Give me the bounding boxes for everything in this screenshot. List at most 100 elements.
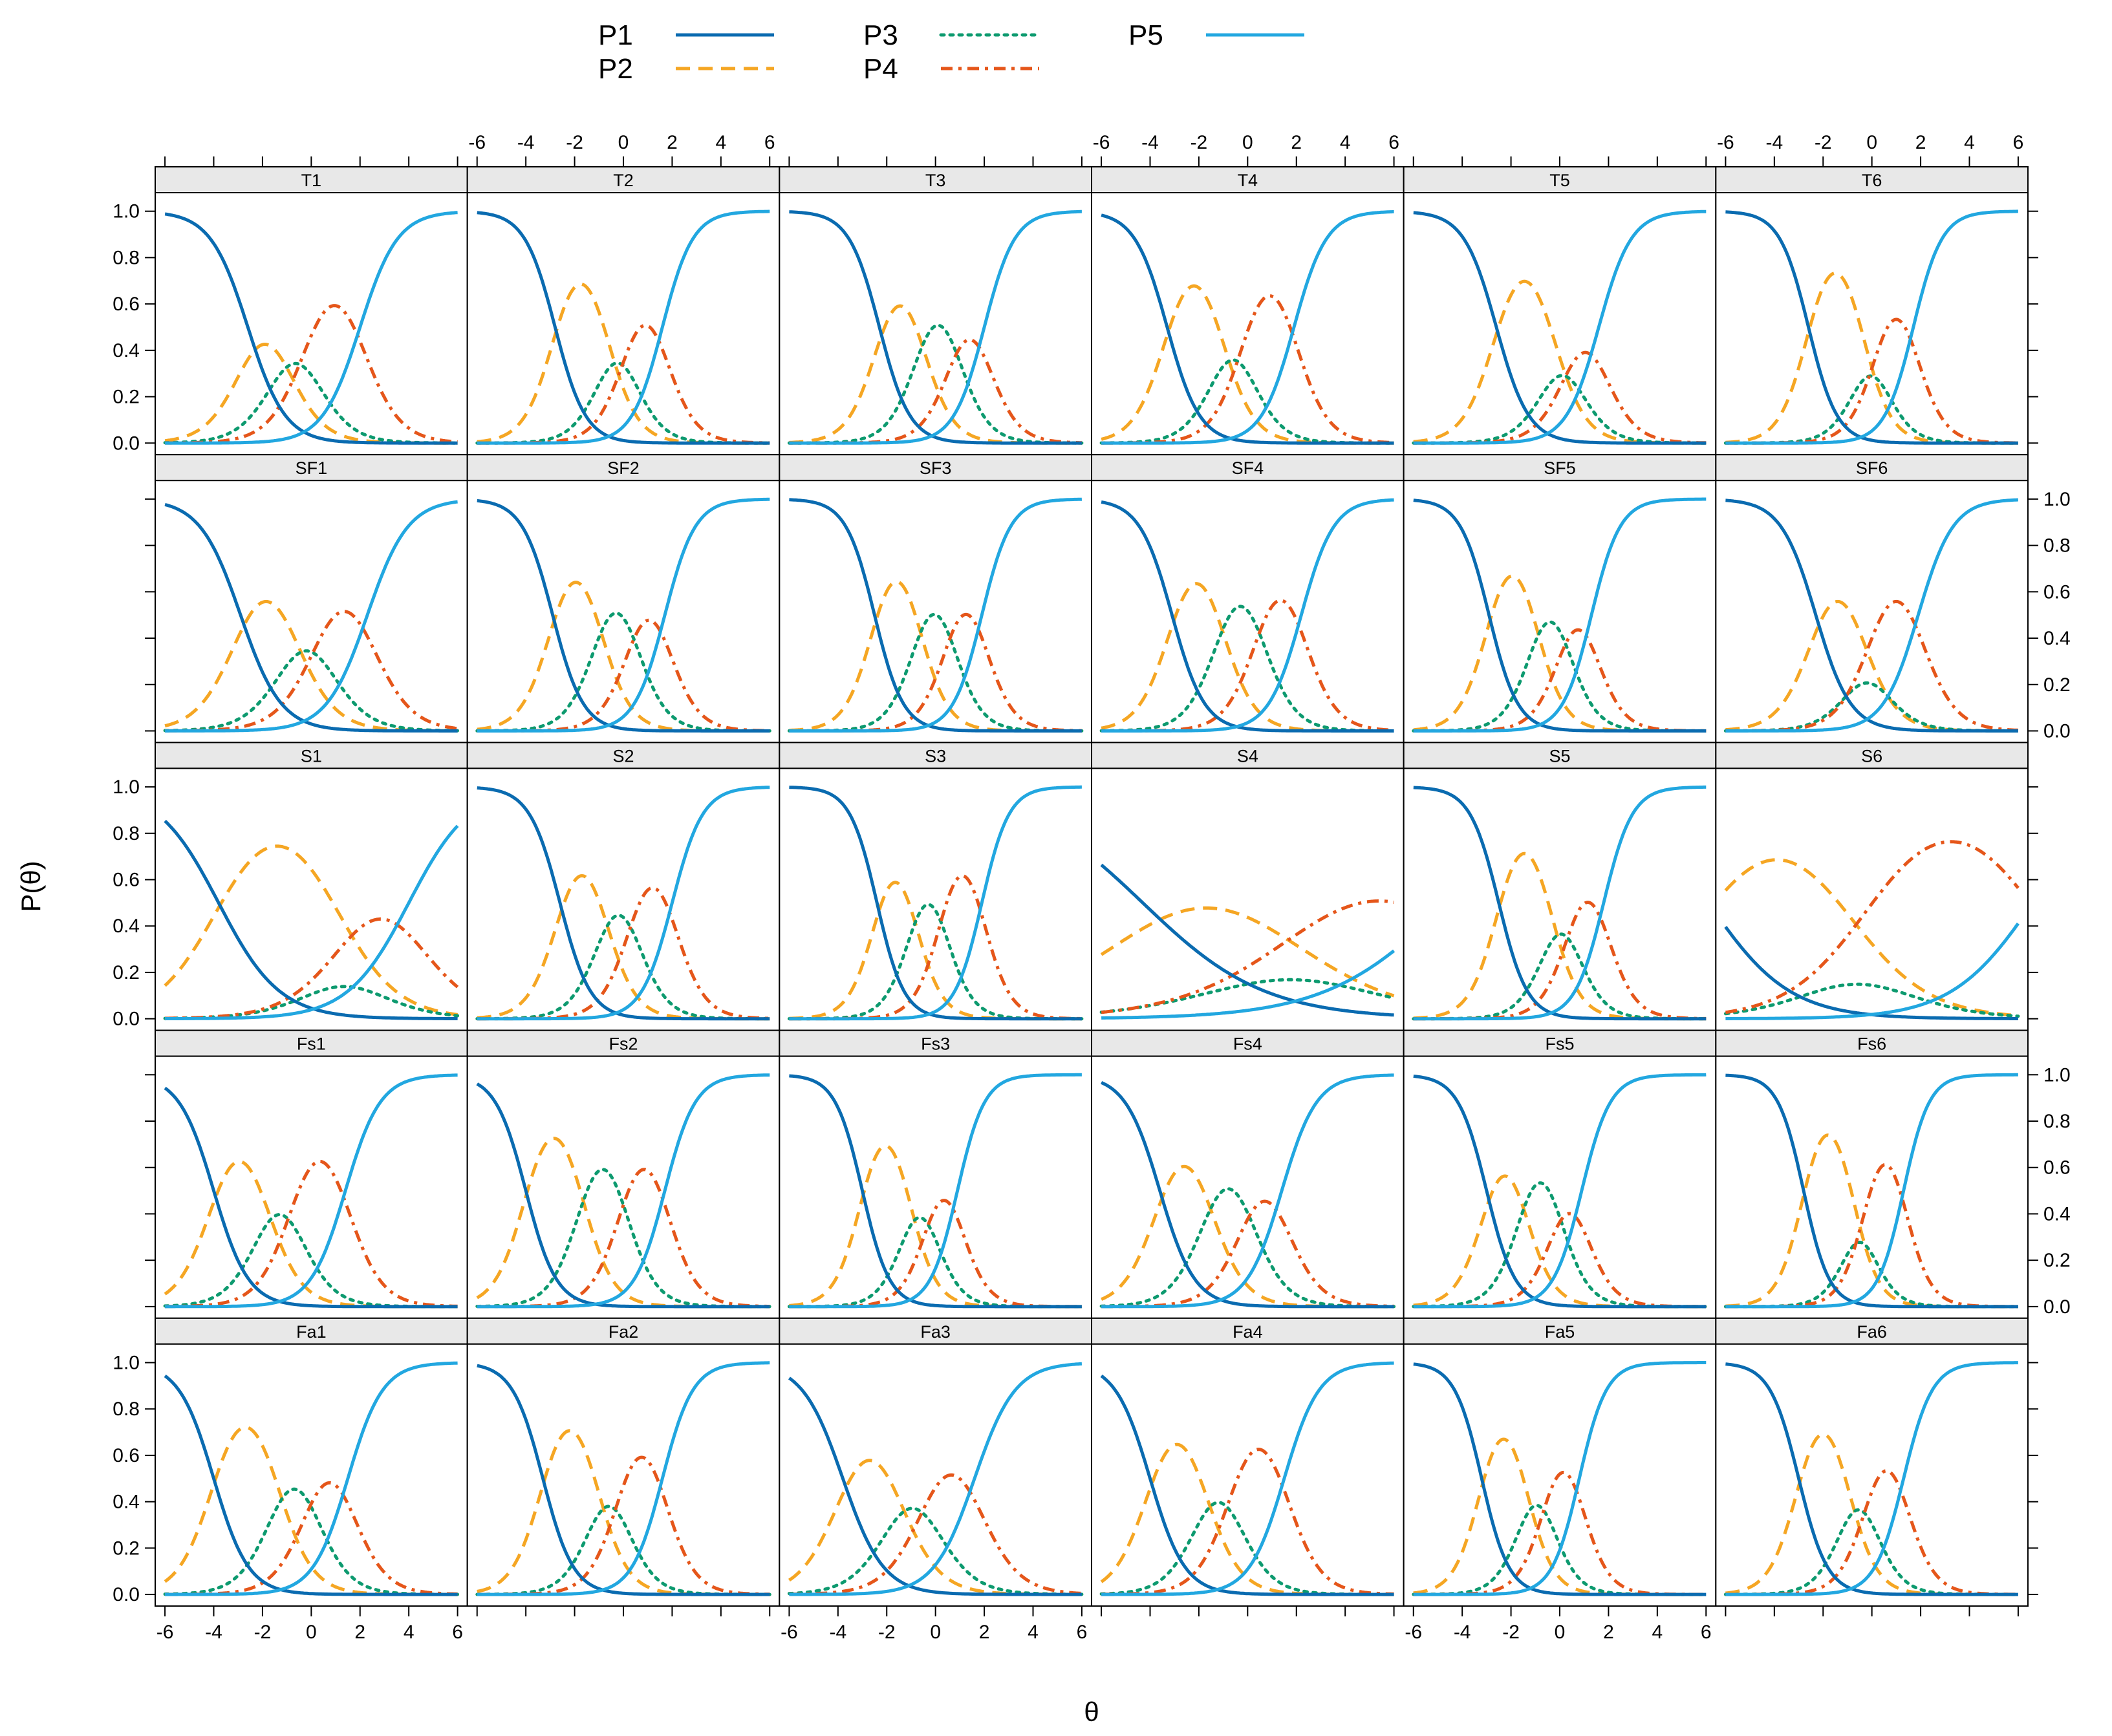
- plot-frame-T2: [466, 192, 781, 456]
- curve-Fs4-P1: [1101, 1081, 1394, 1309]
- y-tick-label: 0.4: [113, 340, 140, 361]
- curve-T2-P1: [477, 211, 770, 445]
- y-axis-title: P(θ): [16, 861, 46, 912]
- panel-S2: S2: [466, 742, 781, 1031]
- strip-label-Fs2: Fs2: [609, 1034, 638, 1054]
- curve-T4-P4: [1101, 294, 1394, 445]
- plot-frame-T6: [1715, 192, 2029, 456]
- curve-SF4-P1: [1101, 500, 1394, 733]
- panel-Fa3: Fa3 -6 -4 -2 0 2 4 6: [779, 1317, 1093, 1643]
- curve-S3-P1: [789, 786, 1082, 1021]
- x-tick-label-top: 2: [667, 132, 678, 153]
- strip-label-Fa2: Fa2: [609, 1322, 639, 1342]
- curve-SF3-P5: [789, 497, 1083, 733]
- curve-Fa4-P5: [1101, 1361, 1394, 1596]
- strip-Fs3: [779, 1029, 1093, 1057]
- x-tick-label: -4: [829, 1622, 846, 1643]
- plot-frame-SF6: [1715, 480, 2029, 744]
- x-tick-label: 2: [979, 1622, 990, 1643]
- curve-SF6-P1: [1725, 498, 2018, 733]
- plot-frame-T3: [779, 192, 1093, 456]
- curve-Fa3-P1: [788, 1377, 1082, 1596]
- legend-label-P4: P4: [863, 53, 898, 85]
- curve-Fa2-P3: [475, 1505, 771, 1596]
- x-tick-label: 0: [306, 1622, 317, 1643]
- curve-Fs2-P1: [476, 1082, 770, 1309]
- strip-label-Fs5: Fs5: [1545, 1034, 1574, 1054]
- y-tick-label: 0.2: [113, 1538, 140, 1559]
- y-axis-title-group: P(θ): [16, 861, 46, 912]
- curve-SF1-P4: [165, 610, 458, 733]
- panel-T3: T3: [779, 156, 1093, 456]
- curve-S4-P4: [1101, 899, 1395, 1014]
- curve-Fa5-P1: [1413, 1362, 1707, 1596]
- legend-label-P2: P2: [598, 53, 633, 85]
- curve-Fs4-P3: [1099, 1187, 1396, 1309]
- strip-Fa4: [1091, 1317, 1405, 1345]
- x-tick-label: -6: [781, 1622, 798, 1643]
- y-tick-label: 0.0: [113, 1584, 140, 1605]
- curve-Fs2-P4: [477, 1168, 770, 1309]
- plot-frame-Fa1: [155, 1343, 468, 1607]
- y-tick-label: 0.8: [113, 247, 140, 268]
- curve-Fa4-P3: [1099, 1501, 1396, 1596]
- curve-S4-P2: [1100, 906, 1395, 998]
- plot-frame-Fs5: [1403, 1055, 1717, 1319]
- curve-S2-P1: [477, 786, 770, 1021]
- curve-Fa1-P5: [165, 1361, 458, 1596]
- strip-S4: [1091, 742, 1405, 769]
- panel-Fa5: Fa5 -6 -4 -2 0 2 4 6: [1403, 1317, 1717, 1643]
- strip-label-T4: T4: [1238, 171, 1258, 190]
- curve-T3-P5: [789, 209, 1082, 445]
- curve-T3-P1: [789, 210, 1082, 445]
- curve-Fa2-P4: [477, 1455, 770, 1596]
- panel-Fs2: Fs2: [466, 1029, 781, 1319]
- curve-Fs5-P1: [1413, 1075, 1707, 1309]
- plot-frame-Fs3: [779, 1055, 1093, 1319]
- x-tick-label-top: 6: [764, 132, 775, 153]
- curve-T4-P1: [1101, 213, 1394, 445]
- curve-Fa4-P1: [1100, 1374, 1394, 1596]
- x-tick-label: -4: [1454, 1622, 1471, 1643]
- curve-T4-P5: [1101, 210, 1394, 445]
- curve-Fa3-P5: [789, 1362, 1083, 1596]
- curve-Fs5-P2: [1413, 1174, 1707, 1309]
- panel-S6: S6: [1715, 742, 2038, 1031]
- strip-label-SF1: SF1: [296, 458, 328, 478]
- strip-S2: [466, 742, 781, 769]
- strip-Fs4: [1091, 1029, 1405, 1057]
- curve-Fs5-P5: [1413, 1073, 1707, 1309]
- curve-Fa1-P1: [164, 1374, 458, 1596]
- strip-label-SF6: SF6: [1856, 458, 1888, 478]
- curve-SF1-P1: [164, 502, 458, 733]
- y-tick-label: 0.8: [113, 1398, 140, 1420]
- strip-label-Fs3: Fs3: [921, 1034, 950, 1054]
- strip-label-Fs1: Fs1: [297, 1034, 326, 1054]
- curve-S5-P4: [1413, 900, 1707, 1021]
- x-tick-label: -6: [156, 1622, 174, 1643]
- panel-T4: T4 -6 -4 -2 0 2 4 6: [1091, 132, 1405, 456]
- curve-T1-P2: [164, 342, 458, 445]
- curve-Fa6-P4: [1725, 1469, 2018, 1596]
- x-tick-label-top: 0: [1242, 132, 1253, 153]
- y-tick-label: 0.0: [113, 1009, 140, 1030]
- panel-SF4: SF4: [1091, 454, 1405, 744]
- x-tick-label-top: -6: [1093, 132, 1110, 153]
- curve-T3-P2: [789, 304, 1082, 445]
- y-tick-label: 0.2: [113, 962, 140, 983]
- curve-Fs6-P5: [1725, 1073, 2018, 1309]
- plot-frame-SF2: [466, 480, 781, 744]
- x-tick-label-top: 0: [618, 132, 629, 153]
- y-tick-label-right: 1.0: [2043, 1064, 2071, 1086]
- curve-T6-P5: [1725, 209, 2018, 445]
- y-tick-label: 0.4: [113, 916, 140, 937]
- x-tick-label-top: 6: [1388, 132, 1399, 153]
- x-tick-label-top: -4: [517, 132, 535, 153]
- x-tick-label: -2: [254, 1622, 272, 1643]
- plot-frame-SF3: [779, 480, 1093, 744]
- plot-frame-Fs1: [155, 1055, 468, 1319]
- curve-SF6-P4: [1725, 599, 2019, 733]
- panel-Fs5: Fs5: [1403, 1029, 1717, 1319]
- x-tick-label-top: -2: [1191, 132, 1208, 153]
